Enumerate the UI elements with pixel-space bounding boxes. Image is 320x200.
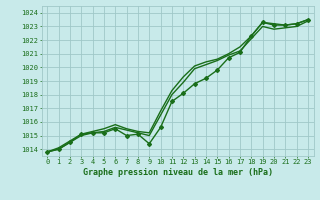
X-axis label: Graphe pression niveau de la mer (hPa): Graphe pression niveau de la mer (hPa)	[83, 168, 273, 177]
